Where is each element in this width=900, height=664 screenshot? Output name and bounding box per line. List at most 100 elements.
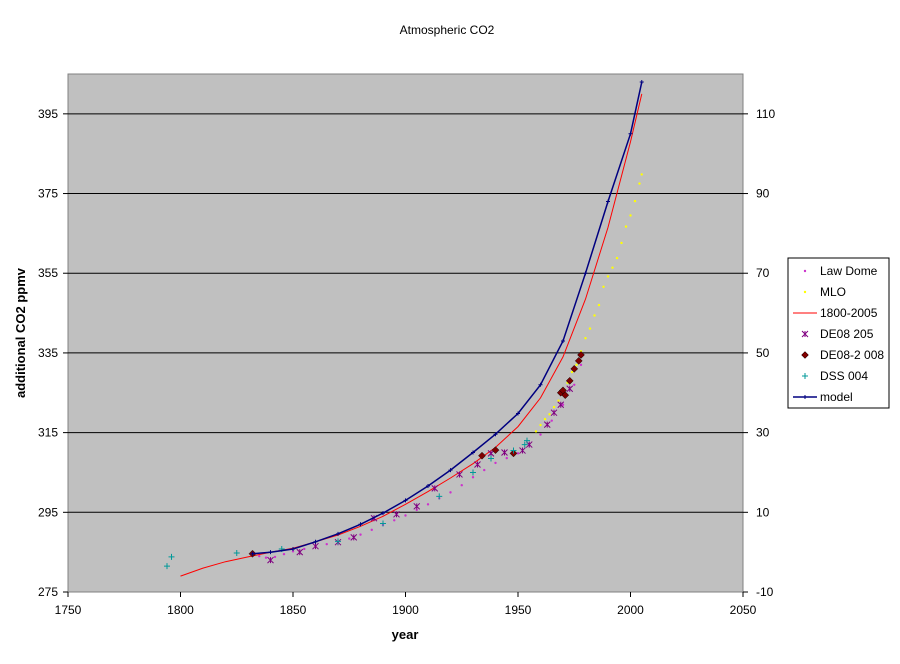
y-tick-label: 335 [38,346,58,360]
data-point [565,376,574,385]
series-layer [164,79,644,577]
data-point [574,357,583,365]
data-point [521,441,528,448]
data-point [478,451,486,460]
legend-label: Law Dome [820,264,878,278]
data-point [639,79,644,84]
data-point [250,551,255,556]
data-point [577,351,585,359]
legend-swatch [801,351,809,359]
data-point [312,542,319,550]
y-tick-label: 275 [38,585,58,599]
data-point [501,449,508,456]
data-point [381,511,385,516]
data-point [640,173,643,176]
y2-tick-label: 50 [756,346,770,360]
data-point [534,430,538,433]
data-point [552,405,556,409]
data-point [584,336,587,340]
data-point [505,456,508,460]
x-tick-label: 1950 [505,603,532,617]
data-point [573,383,576,386]
data-point [291,550,295,553]
legend-swatch [803,290,807,294]
series-1800-2005 [180,93,643,577]
data-point [393,519,396,522]
series-line [180,93,643,577]
data-point [606,275,610,278]
data-point [448,468,453,473]
data-point [164,563,170,570]
data-point [370,528,373,532]
data-point [325,542,328,546]
data-point [460,484,463,487]
data-point [570,365,579,373]
legend-label: MLO [820,285,846,299]
data-point [629,214,632,217]
data-point [539,433,542,436]
y2-tick-label: 90 [756,187,770,201]
data-point [415,508,418,512]
y-tick-label: 355 [38,266,58,280]
data-point [404,514,407,517]
data-point [483,468,486,472]
x-tick-label: 1850 [280,603,307,617]
data-point [431,485,439,492]
data-point [543,421,551,428]
data-point [538,382,543,387]
legend-label: DSS 004 [820,369,868,383]
data-point [470,469,476,476]
data-point [426,503,430,506]
y-tick-label: 295 [38,505,58,519]
legend-label: DE08 205 [820,327,874,341]
data-point [638,182,641,185]
data-point [561,403,565,406]
data-point [168,553,175,560]
data-point [471,450,475,455]
data-point [561,338,565,343]
data-point [548,413,551,416]
data-point [303,547,306,551]
data-point [413,502,421,510]
data-point [282,552,286,556]
series-de08-2-008 [248,351,585,558]
data-point [359,533,362,536]
legend-swatch [801,330,809,338]
legend-swatch-marker [803,395,807,399]
plot-area [67,73,744,593]
data-point [633,199,637,203]
data-point [474,461,481,468]
y-tick-label: 395 [38,107,58,121]
data-point [267,556,274,564]
y2-tick-label: -10 [756,585,774,599]
data-point [348,537,351,540]
x-axis-title: year [392,627,419,642]
legend-swatch [802,373,808,379]
data-point [519,447,526,454]
legend-label: model [820,390,853,404]
data-point [335,538,341,545]
y-axis-ticks: 275 295 315 335 355 375 395 [38,107,68,599]
data-point [426,484,430,489]
data-point [611,266,614,269]
data-point [550,409,558,417]
data-point [575,363,578,367]
data-point [539,423,542,427]
data-point [615,256,619,260]
data-point [620,241,623,245]
data-point [550,419,553,422]
y-tick-label: 315 [38,426,58,440]
data-point [291,546,295,551]
x-axis-ticks: 1750 1800 1850 1900 1950 2000 2050 [55,592,757,617]
data-point [313,539,318,544]
data-point [491,446,500,455]
data-point [268,550,273,555]
data-point [493,432,498,437]
data-point [557,401,565,409]
gridlines [68,113,743,513]
legend: Law Dome MLO 1800-2005 DE08 205 DE08-2 008 DS… [787,257,890,409]
data-point [393,510,400,518]
data-point [602,285,605,288]
x-tick-label: 1800 [167,603,194,617]
